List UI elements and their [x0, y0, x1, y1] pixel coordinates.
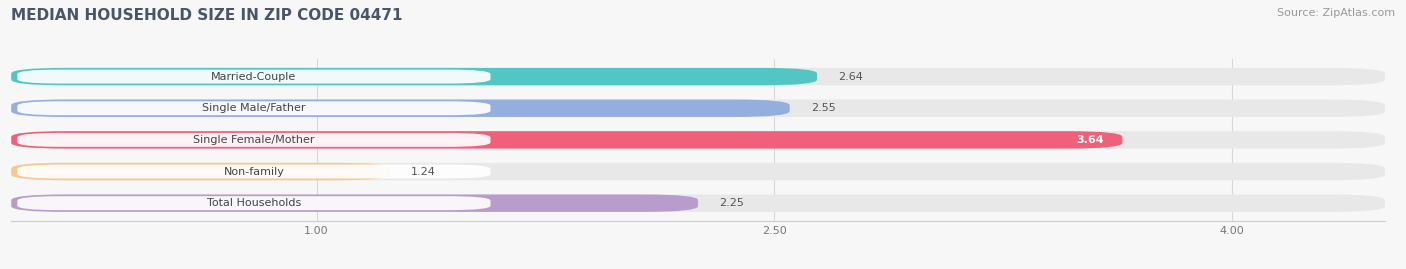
- Text: 2.55: 2.55: [811, 103, 835, 113]
- Text: 2.64: 2.64: [838, 72, 863, 82]
- FancyBboxPatch shape: [11, 131, 1385, 148]
- Text: Married-Couple: Married-Couple: [211, 72, 297, 82]
- Text: Single Male/Father: Single Male/Father: [202, 103, 305, 113]
- FancyBboxPatch shape: [17, 70, 491, 84]
- FancyBboxPatch shape: [11, 68, 1385, 85]
- FancyBboxPatch shape: [17, 133, 491, 147]
- FancyBboxPatch shape: [11, 194, 1385, 212]
- FancyBboxPatch shape: [11, 163, 389, 180]
- Text: 3.64: 3.64: [1077, 135, 1104, 145]
- Text: 1.24: 1.24: [411, 167, 436, 176]
- FancyBboxPatch shape: [11, 100, 1385, 117]
- FancyBboxPatch shape: [17, 101, 491, 115]
- FancyBboxPatch shape: [11, 194, 699, 212]
- Text: Single Female/Mother: Single Female/Mother: [193, 135, 315, 145]
- FancyBboxPatch shape: [11, 68, 817, 85]
- Text: Non-family: Non-family: [224, 167, 284, 176]
- FancyBboxPatch shape: [11, 131, 1122, 148]
- FancyBboxPatch shape: [11, 100, 790, 117]
- Text: Source: ZipAtlas.com: Source: ZipAtlas.com: [1277, 8, 1395, 18]
- Text: 2.25: 2.25: [720, 198, 744, 208]
- FancyBboxPatch shape: [17, 196, 491, 210]
- FancyBboxPatch shape: [17, 165, 491, 179]
- Text: MEDIAN HOUSEHOLD SIZE IN ZIP CODE 04471: MEDIAN HOUSEHOLD SIZE IN ZIP CODE 04471: [11, 8, 402, 23]
- FancyBboxPatch shape: [11, 163, 1385, 180]
- Text: Total Households: Total Households: [207, 198, 301, 208]
